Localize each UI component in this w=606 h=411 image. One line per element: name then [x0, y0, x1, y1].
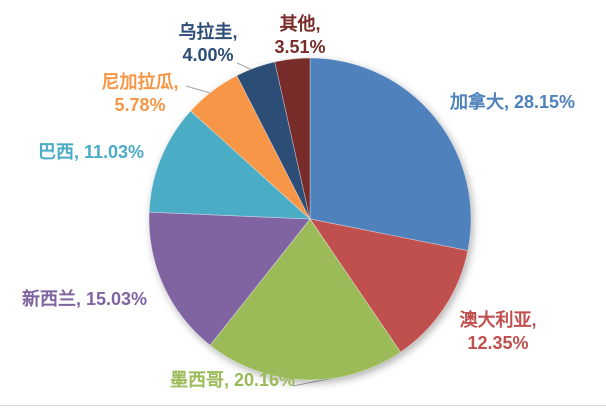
- pie-slice-brazil: [148, 110, 311, 220]
- chart-bottom-border: [0, 405, 606, 406]
- slice-label-uruguay: 乌拉圭, 4.00%: [166, 21, 250, 67]
- slice-label-brazil: 巴西, 11.03%: [38, 141, 144, 164]
- slice-label-line: 墨西哥, 20.16%: [170, 370, 296, 390]
- slice-label-line: 4.00%: [182, 45, 234, 65]
- slice-label-line: 澳大利亚,: [459, 310, 537, 330]
- slice-label-line: 5.78%: [114, 95, 166, 115]
- pie-slice-uruguay: [236, 61, 311, 220]
- pie-slice-canada: [309, 57, 472, 252]
- slice-label-nicaragua: 尼加拉瓜, 5.78%: [90, 71, 190, 117]
- slice-label-line: 新西兰, 15.03%: [22, 289, 148, 309]
- pie-slices: [148, 57, 472, 381]
- slice-label-line: 3.51%: [274, 37, 326, 57]
- slice-label-canada: 加拿大, 28.15%: [450, 91, 575, 114]
- pie-slice-nicaragua: [190, 75, 311, 220]
- pie-slice-other: [274, 57, 311, 220]
- slice-label-other: 其他, 3.51%: [255, 13, 345, 59]
- leader-line-nicaragua: [185, 85, 211, 94]
- slice-label-line: 加拿大, 28.15%: [450, 92, 576, 112]
- pie-slice-australia: [309, 218, 469, 353]
- slice-label-line: 尼加拉瓜,: [101, 72, 179, 92]
- pie-slice-mexico: [209, 218, 402, 381]
- slice-label-new-zealand: 新西兰, 15.03%: [22, 288, 147, 311]
- slice-label-line: 12.35%: [467, 333, 529, 353]
- slice-label-line: 巴西, 11.03%: [38, 142, 145, 162]
- slice-label-line: 乌拉圭,: [178, 22, 238, 42]
- pie-slice-new-zealand: [148, 211, 311, 346]
- slice-label-line: 其他,: [279, 14, 321, 34]
- slice-label-australia: 澳大利亚, 12.35%: [451, 309, 545, 355]
- slice-label-mexico: 墨西哥, 20.16%: [170, 369, 295, 392]
